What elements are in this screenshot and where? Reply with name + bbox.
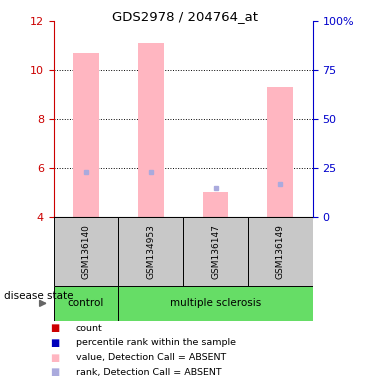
Text: value, Detection Call = ABSENT: value, Detection Call = ABSENT [76, 353, 226, 362]
Bar [138, 43, 164, 217]
Bar [73, 53, 99, 217]
Text: rank, Detection Call = ABSENT: rank, Detection Call = ABSENT [76, 367, 222, 377]
Text: GSM136140: GSM136140 [81, 224, 91, 279]
Bar [248, 217, 313, 286]
Bar [203, 192, 229, 217]
Bar [267, 87, 293, 217]
Text: percentile rank within the sample: percentile rank within the sample [76, 338, 236, 348]
Text: count: count [76, 324, 102, 333]
Text: ■: ■ [50, 338, 59, 348]
Text: GSM136147: GSM136147 [211, 224, 220, 279]
Text: GSM134953: GSM134953 [146, 224, 155, 279]
Bar [54, 286, 118, 321]
Text: GSM136149: GSM136149 [276, 224, 285, 279]
Text: ■: ■ [50, 353, 59, 362]
Bar [183, 217, 248, 286]
Text: disease state: disease state [4, 291, 73, 301]
Text: control: control [68, 298, 104, 308]
Text: multiple sclerosis: multiple sclerosis [170, 298, 261, 308]
Bar [118, 286, 313, 321]
Text: ■: ■ [50, 323, 59, 333]
Bar [118, 217, 183, 286]
Text: ■: ■ [50, 367, 59, 377]
Bar [54, 217, 118, 286]
Text: GDS2978 / 204764_at: GDS2978 / 204764_at [112, 10, 258, 23]
